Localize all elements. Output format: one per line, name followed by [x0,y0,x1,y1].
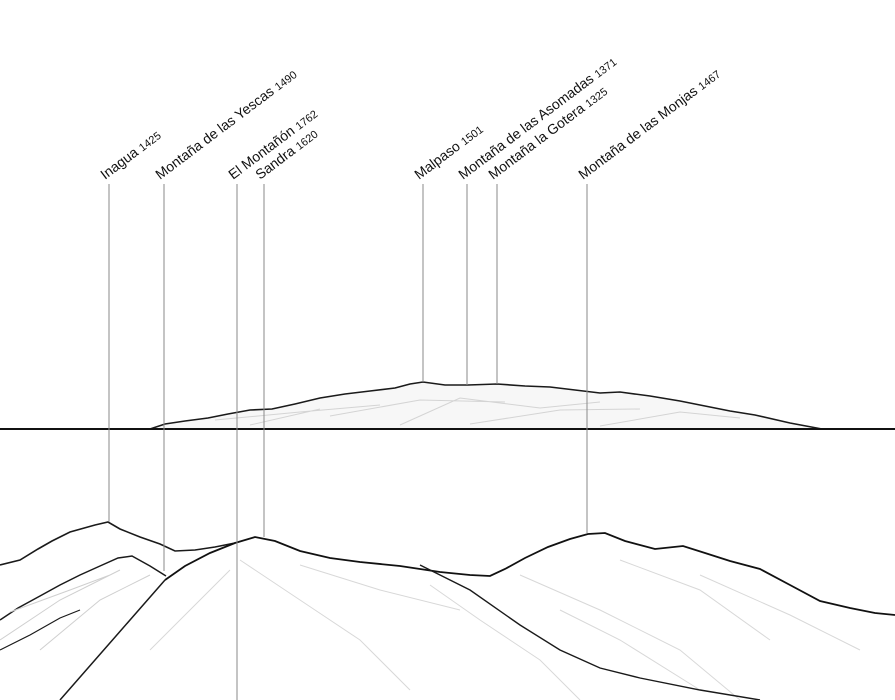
peak-elevation: 1490 [273,69,300,93]
peak-label: Montaña de las Monjas1467 [575,65,723,182]
peak-name: Malpaso [411,138,463,183]
back-ridge-line [0,521,241,566]
peak-elevation: 1467 [696,69,723,93]
peak-elevation: 1425 [137,130,164,154]
foreground-ridge-right [419,564,761,700]
distant-island-fill [150,382,822,429]
central-massif-left-edge [59,579,166,700]
peak-elevation: 1620 [294,128,321,152]
central-massif-texture [149,559,861,700]
peak-name: Inagua [97,144,141,183]
middle-spur-texture [0,569,151,651]
peak-elevation: 1371 [593,56,620,80]
middle-spur-line [0,555,167,621]
distant-island [149,381,823,430]
foreground-ridge-left [0,609,81,651]
peak-elevation: 1501 [459,124,486,148]
peak-label: Inagua1425 [97,127,164,183]
distant-island-skyline [149,381,823,430]
central-massif-fill [60,533,895,700]
central-massif [59,532,895,700]
peak-elevation: 1762 [294,108,321,132]
central-massif-skyline [164,532,895,616]
distant-island-texture [214,397,741,427]
